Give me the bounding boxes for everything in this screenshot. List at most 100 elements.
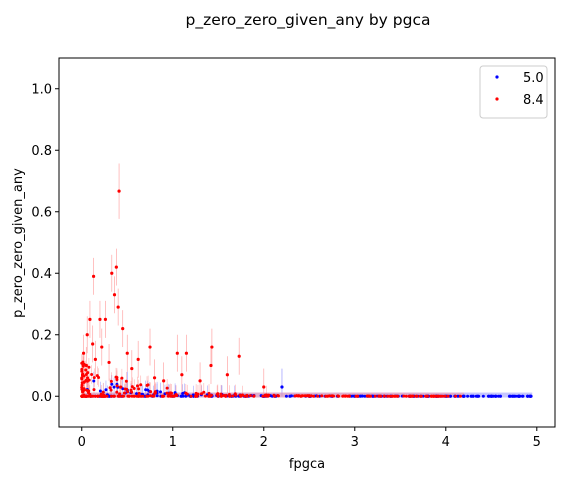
series-5-0-point (481, 394, 485, 398)
series-8-4-point (165, 391, 169, 395)
series-8-4-point (225, 373, 229, 377)
series-8-4-point (210, 345, 214, 349)
legend-marker-5-0 (495, 75, 499, 79)
series-8-4-point (402, 394, 406, 398)
series-8-4-point (152, 376, 157, 380)
series-8-4-point (103, 317, 108, 321)
series-8-4-point (136, 357, 140, 361)
series-8-4-point (87, 365, 91, 369)
series-8-4-point (446, 394, 450, 398)
series-8-4-point (304, 394, 308, 398)
y-tick-label-0-0: 0.0 (31, 390, 52, 405)
series-8-4-point (425, 394, 429, 398)
series-8-4-point (114, 265, 118, 269)
series-5-0-point (289, 394, 293, 398)
series-8-4-point (404, 394, 408, 398)
x-tick-label-2: 2 (260, 435, 268, 450)
series-8-4-point (267, 393, 271, 397)
series-5-0-point (520, 394, 524, 398)
series-8-4-point (411, 394, 415, 398)
series-8-4-point (149, 390, 153, 394)
series-8-4-point (145, 383, 149, 387)
series-8-4-point (88, 317, 92, 321)
x-axis-label: fpgca (289, 457, 325, 472)
series-8-4-point (109, 379, 113, 383)
series-5-0-point (363, 394, 367, 398)
series-8-4-point (184, 351, 189, 355)
series-8-4-point (337, 394, 341, 398)
x-tick-label-3: 3 (351, 435, 359, 450)
series-5-0-point (179, 394, 183, 398)
series-8-4-point (115, 378, 119, 382)
y-tick-label-0-2: 0.2 (31, 328, 52, 343)
series-8-4-point (395, 394, 399, 398)
series-8-4-point (216, 392, 220, 396)
series-8-4-point (93, 357, 98, 361)
series-8-4-point (118, 392, 122, 396)
series-5-0-point (181, 392, 185, 396)
series-8-4-point (165, 386, 169, 390)
series-8-4-point (92, 376, 96, 380)
series-8-4-point (110, 271, 114, 275)
series-8-4-point (126, 390, 130, 394)
series-8-4-point (80, 387, 84, 391)
series-5-0-point (462, 394, 466, 398)
series-8-4-point (90, 373, 94, 377)
series-8-4-point (122, 391, 126, 395)
series-8-4-point (219, 394, 223, 398)
series-8-4-point (95, 374, 99, 378)
series-8-4-point (96, 394, 100, 398)
y-tick-label-0-4: 0.4 (31, 267, 52, 282)
series-5-0-point (98, 389, 102, 393)
series-8-4-point (238, 393, 242, 397)
series-5-0-point (494, 394, 498, 398)
series-8-4-point (233, 392, 237, 396)
series-5-0-point (110, 382, 114, 386)
series-8-4-point (80, 383, 84, 387)
legend-label-8-4: 8.4 (523, 93, 544, 108)
series-8-4-point (85, 379, 89, 383)
series-8-4-point (332, 394, 336, 398)
series-8-4-point (122, 394, 126, 398)
series-5-0-point (361, 394, 365, 398)
series-8-4-point (263, 393, 267, 397)
series-8-4-point (80, 394, 84, 398)
series-5-0-point (507, 394, 512, 398)
series-8-4-point (86, 376, 90, 380)
series-5-0-point (471, 394, 475, 398)
series-8-4-point (98, 317, 102, 321)
series-8-4-point (81, 360, 85, 364)
x-tick-label-5: 5 (533, 435, 541, 450)
series-5-0-point (135, 392, 139, 396)
series-8-4-point (347, 394, 351, 398)
series-8-4-point (136, 384, 140, 388)
series-8-4-point (124, 379, 128, 383)
series-8-4-point (276, 394, 280, 398)
x-tick-label-1: 1 (169, 435, 177, 450)
series-5-0-point (489, 394, 493, 398)
series-8-4-point (172, 394, 176, 398)
series-8-4-point (112, 293, 117, 297)
series-8-4-point (101, 390, 105, 394)
series-5-0-point (92, 379, 96, 383)
series-8-4-point (109, 388, 113, 392)
series-8-4-point (224, 394, 228, 398)
series-8-4-point (148, 394, 152, 398)
series-8-4-point (390, 394, 394, 398)
series-5-0-point (284, 394, 288, 398)
series-8-4-point (262, 385, 266, 389)
legend-marker-8-4 (495, 97, 499, 101)
series-5-0-point (112, 385, 116, 389)
series-8-4-point (153, 390, 157, 394)
series-5-0-point (155, 394, 159, 398)
series-8-4-point (127, 394, 131, 398)
series-8-4-point (125, 387, 129, 391)
series-5-0-point (498, 394, 502, 398)
series-8-4-point (101, 394, 105, 398)
series-8-4-point (80, 381, 84, 385)
series-8-4-point (80, 390, 84, 394)
series-8-4-point (86, 394, 90, 398)
series-8-4-point (407, 394, 411, 398)
series-8-4-point (84, 363, 88, 368)
series-8-4-point (89, 394, 93, 398)
